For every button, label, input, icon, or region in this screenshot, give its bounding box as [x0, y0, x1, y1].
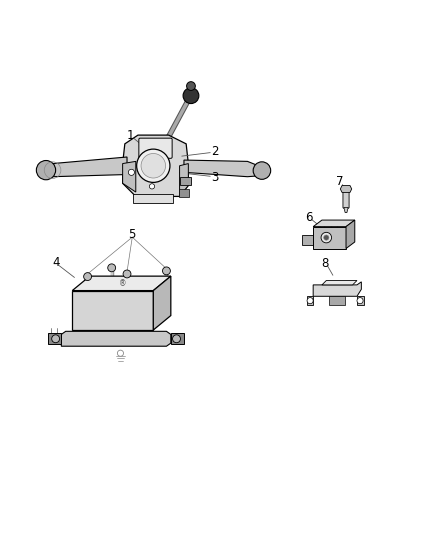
FancyBboxPatch shape — [179, 189, 189, 197]
Circle shape — [84, 273, 92, 280]
Circle shape — [162, 267, 170, 275]
Polygon shape — [180, 177, 191, 185]
Text: 6: 6 — [305, 211, 313, 223]
Polygon shape — [72, 290, 153, 330]
Text: 5: 5 — [129, 229, 136, 241]
Circle shape — [321, 232, 332, 243]
FancyBboxPatch shape — [139, 138, 172, 158]
Polygon shape — [180, 164, 188, 197]
Text: 1: 1 — [127, 128, 134, 142]
Circle shape — [123, 270, 131, 278]
Circle shape — [357, 297, 363, 304]
Polygon shape — [313, 220, 355, 227]
Polygon shape — [313, 227, 346, 248]
Text: 3: 3 — [211, 171, 218, 184]
Circle shape — [253, 162, 271, 179]
Circle shape — [137, 149, 170, 182]
FancyBboxPatch shape — [133, 194, 173, 203]
Polygon shape — [346, 220, 355, 248]
Polygon shape — [123, 161, 136, 192]
Text: 8: 8 — [321, 257, 328, 270]
Circle shape — [149, 184, 155, 189]
Circle shape — [52, 335, 60, 343]
Polygon shape — [307, 296, 313, 305]
Polygon shape — [322, 280, 357, 285]
Polygon shape — [340, 185, 352, 192]
Polygon shape — [123, 135, 188, 197]
Text: 7: 7 — [336, 175, 343, 188]
Text: $\circledR$: $\circledR$ — [118, 277, 127, 288]
Polygon shape — [344, 207, 348, 213]
Text: 4: 4 — [52, 256, 60, 270]
Circle shape — [183, 88, 199, 103]
Circle shape — [187, 82, 195, 91]
Circle shape — [128, 169, 134, 175]
Polygon shape — [153, 276, 171, 330]
FancyBboxPatch shape — [329, 296, 345, 305]
FancyBboxPatch shape — [343, 191, 349, 208]
Text: 2: 2 — [211, 146, 219, 158]
Polygon shape — [302, 236, 313, 246]
Polygon shape — [313, 282, 361, 296]
Circle shape — [173, 335, 180, 343]
Polygon shape — [184, 160, 258, 177]
Circle shape — [36, 160, 56, 180]
Polygon shape — [72, 276, 171, 290]
Circle shape — [117, 350, 124, 356]
Polygon shape — [48, 333, 61, 344]
Polygon shape — [50, 157, 127, 177]
Polygon shape — [61, 332, 171, 346]
Circle shape — [141, 154, 166, 178]
Polygon shape — [171, 333, 184, 344]
Circle shape — [324, 235, 329, 240]
Circle shape — [307, 297, 313, 304]
Polygon shape — [357, 296, 364, 305]
Circle shape — [108, 264, 116, 272]
